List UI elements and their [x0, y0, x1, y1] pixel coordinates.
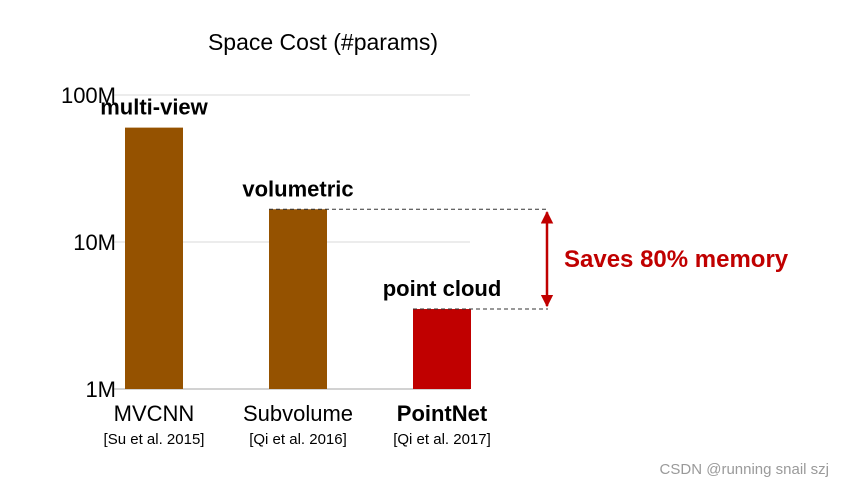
- x-axis-categories: MVCNN [Su et al. 2015] Subvolume [Qi et al.…: [104, 401, 491, 448]
- bar-label: volumetric: [242, 176, 353, 201]
- y-tick-label: 100M: [61, 83, 116, 108]
- bar-label: point cloud: [383, 276, 502, 301]
- watermark: CSDN @running snail szj: [660, 461, 829, 478]
- x-category-reference: [Qi et al. 2017]: [393, 431, 491, 448]
- chart-title: Space Cost (#params): [208, 29, 438, 55]
- y-tick-label: 10M: [73, 230, 116, 255]
- y-axis-ticks: 1M 10M 100M: [61, 83, 116, 402]
- x-category-label: Subvolume: [243, 401, 353, 426]
- bar-label: multi-view: [100, 95, 208, 120]
- savings-annotation: Saves 80% memory: [564, 246, 789, 273]
- bars: multi-view volumetric point cloud: [100, 95, 502, 390]
- bar: [125, 127, 183, 390]
- x-category-label: PointNet: [397, 401, 488, 426]
- x-category-label: MVCNN: [114, 401, 195, 426]
- bar: [269, 209, 327, 389]
- bar: [413, 309, 471, 389]
- comparison-guides: Saves 80% memory: [269, 208, 789, 310]
- x-category-reference: [Qi et al. 2016]: [249, 431, 347, 448]
- x-category-reference: [Su et al. 2015]: [104, 431, 205, 448]
- y-tick-label: 1M: [85, 377, 116, 402]
